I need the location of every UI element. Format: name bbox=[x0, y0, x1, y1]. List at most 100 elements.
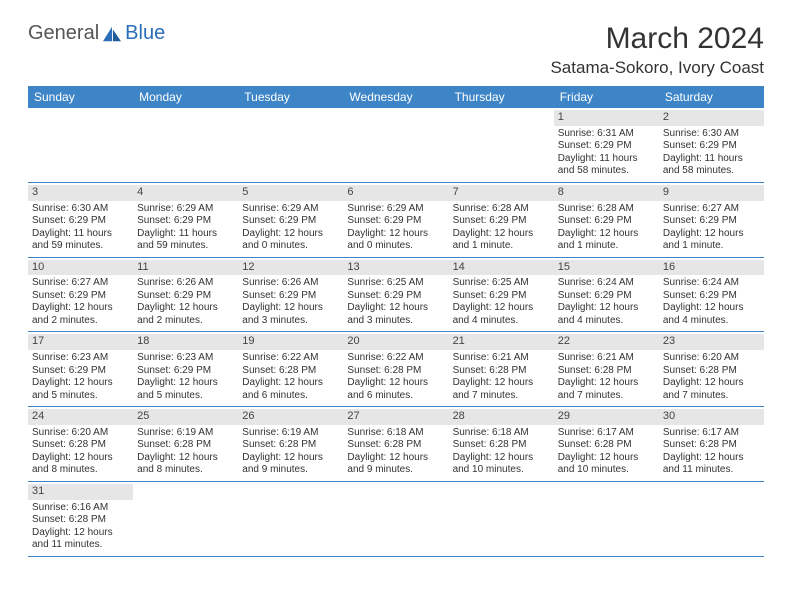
day-number: 3 bbox=[28, 185, 133, 201]
sunrise-text: Sunrise: 6:22 AM bbox=[242, 352, 339, 365]
day-number: 22 bbox=[554, 334, 659, 350]
day-number: 15 bbox=[554, 260, 659, 276]
weekday-header: Sunday bbox=[28, 86, 133, 108]
day-number: 6 bbox=[343, 185, 448, 201]
sunrise-text: Sunrise: 6:19 AM bbox=[137, 427, 234, 440]
sunrise-text: Sunrise: 6:26 AM bbox=[137, 277, 234, 290]
daylight-text: Daylight: 12 hours and 11 minutes. bbox=[32, 527, 129, 552]
calendar-day-cell: 16Sunrise: 6:24 AMSunset: 6:29 PMDayligh… bbox=[659, 257, 764, 332]
daylight-text: Daylight: 11 hours and 59 minutes. bbox=[32, 228, 129, 253]
daylight-text: Daylight: 12 hours and 0 minutes. bbox=[242, 228, 339, 253]
sunrise-text: Sunrise: 6:16 AM bbox=[32, 502, 129, 515]
sunset-text: Sunset: 6:29 PM bbox=[558, 290, 655, 303]
sunset-text: Sunset: 6:29 PM bbox=[453, 290, 550, 303]
calendar-day-cell: 3 Sunrise: 6:30 AMSunset: 6:29 PMDaylight… bbox=[28, 182, 133, 257]
calendar-day-cell: 15Sunrise: 6:24 AMSunset: 6:29 PMDayligh… bbox=[554, 257, 659, 332]
day-number: 16 bbox=[659, 260, 764, 276]
daylight-text: Daylight: 12 hours and 1 minute. bbox=[453, 228, 550, 253]
calendar-day-cell bbox=[343, 108, 448, 182]
day-number: 28 bbox=[449, 409, 554, 425]
sunset-text: Sunset: 6:29 PM bbox=[32, 215, 129, 228]
sunset-text: Sunset: 6:29 PM bbox=[663, 290, 760, 303]
sunset-text: Sunset: 6:28 PM bbox=[558, 439, 655, 452]
calendar-day-cell bbox=[28, 108, 133, 182]
sunset-text: Sunset: 6:29 PM bbox=[347, 290, 444, 303]
calendar-day-cell: 27Sunrise: 6:18 AMSunset: 6:28 PMDayligh… bbox=[343, 407, 448, 482]
calendar-day-cell: 6Sunrise: 6:29 AMSunset: 6:29 PMDaylight… bbox=[343, 182, 448, 257]
sunrise-text: Sunrise: 6:26 AM bbox=[242, 277, 339, 290]
calendar-day-cell: 28Sunrise: 6:18 AMSunset: 6:28 PMDayligh… bbox=[449, 407, 554, 482]
calendar-day-cell bbox=[343, 481, 448, 556]
day-number: 23 bbox=[659, 334, 764, 350]
weekday-header: Saturday bbox=[659, 86, 764, 108]
sunrise-text: Sunrise: 6:29 AM bbox=[347, 203, 444, 216]
daylight-text: Daylight: 12 hours and 3 minutes. bbox=[347, 302, 444, 327]
sunset-text: Sunset: 6:29 PM bbox=[137, 365, 234, 378]
sunset-text: Sunset: 6:28 PM bbox=[663, 365, 760, 378]
header: General Blue March 2024 Satama-Sokoro, I… bbox=[28, 22, 764, 78]
calendar-day-cell bbox=[238, 481, 343, 556]
calendar-day-cell: 2Sunrise: 6:30 AMSunset: 6:29 PMDaylight… bbox=[659, 108, 764, 182]
weekday-header: Wednesday bbox=[343, 86, 448, 108]
sunrise-text: Sunrise: 6:29 AM bbox=[242, 203, 339, 216]
sunset-text: Sunset: 6:28 PM bbox=[453, 365, 550, 378]
daylight-text: Daylight: 12 hours and 4 minutes. bbox=[663, 302, 760, 327]
calendar-day-cell: 11Sunrise: 6:26 AMSunset: 6:29 PMDayligh… bbox=[133, 257, 238, 332]
sunset-text: Sunset: 6:29 PM bbox=[558, 215, 655, 228]
day-number: 13 bbox=[343, 260, 448, 276]
daylight-text: Daylight: 11 hours and 59 minutes. bbox=[137, 228, 234, 253]
sunrise-text: Sunrise: 6:18 AM bbox=[347, 427, 444, 440]
calendar-day-cell: 20Sunrise: 6:22 AMSunset: 6:28 PMDayligh… bbox=[343, 332, 448, 407]
sunrise-text: Sunrise: 6:30 AM bbox=[663, 128, 760, 141]
daylight-text: Daylight: 12 hours and 11 minutes. bbox=[663, 452, 760, 477]
calendar-day-cell bbox=[133, 481, 238, 556]
calendar-day-cell: 7Sunrise: 6:28 AMSunset: 6:29 PMDaylight… bbox=[449, 182, 554, 257]
month-title: March 2024 bbox=[550, 22, 764, 56]
sunrise-text: Sunrise: 6:19 AM bbox=[242, 427, 339, 440]
daylight-text: Daylight: 12 hours and 9 minutes. bbox=[347, 452, 444, 477]
day-number: 12 bbox=[238, 260, 343, 276]
sunrise-text: Sunrise: 6:24 AM bbox=[663, 277, 760, 290]
daylight-text: Daylight: 12 hours and 6 minutes. bbox=[347, 377, 444, 402]
sunset-text: Sunset: 6:29 PM bbox=[663, 215, 760, 228]
calendar-week-row: 31Sunrise: 6:16 AMSunset: 6:28 PMDayligh… bbox=[28, 481, 764, 556]
calendar-week-row: 10Sunrise: 6:27 AMSunset: 6:29 PMDayligh… bbox=[28, 257, 764, 332]
day-number: 2 bbox=[659, 110, 764, 126]
sunset-text: Sunset: 6:29 PM bbox=[32, 365, 129, 378]
calendar-day-cell: 4Sunrise: 6:29 AMSunset: 6:29 PMDaylight… bbox=[133, 182, 238, 257]
daylight-text: Daylight: 12 hours and 5 minutes. bbox=[32, 377, 129, 402]
sunrise-text: Sunrise: 6:24 AM bbox=[558, 277, 655, 290]
calendar-day-cell: 23Sunrise: 6:20 AMSunset: 6:28 PMDayligh… bbox=[659, 332, 764, 407]
sunrise-text: Sunrise: 6:27 AM bbox=[663, 203, 760, 216]
daylight-text: Daylight: 12 hours and 7 minutes. bbox=[453, 377, 550, 402]
sunset-text: Sunset: 6:29 PM bbox=[242, 290, 339, 303]
sunrise-text: Sunrise: 6:22 AM bbox=[347, 352, 444, 365]
day-number: 8 bbox=[554, 185, 659, 201]
sunset-text: Sunset: 6:29 PM bbox=[453, 215, 550, 228]
sunrise-text: Sunrise: 6:20 AM bbox=[663, 352, 760, 365]
calendar-day-cell: 24Sunrise: 6:20 AMSunset: 6:28 PMDayligh… bbox=[28, 407, 133, 482]
calendar-week-row: 24Sunrise: 6:20 AMSunset: 6:28 PMDayligh… bbox=[28, 407, 764, 482]
calendar-day-cell: 1Sunrise: 6:31 AMSunset: 6:29 PMDaylight… bbox=[554, 108, 659, 182]
daylight-text: Daylight: 11 hours and 58 minutes. bbox=[663, 153, 760, 178]
weekday-header: Thursday bbox=[449, 86, 554, 108]
daylight-text: Daylight: 12 hours and 2 minutes. bbox=[32, 302, 129, 327]
calendar-week-row: 17Sunrise: 6:23 AMSunset: 6:29 PMDayligh… bbox=[28, 332, 764, 407]
daylight-text: Daylight: 12 hours and 1 minute. bbox=[558, 228, 655, 253]
sunset-text: Sunset: 6:28 PM bbox=[137, 439, 234, 452]
calendar-body: 1Sunrise: 6:31 AMSunset: 6:29 PMDaylight… bbox=[28, 108, 764, 556]
daylight-text: Daylight: 12 hours and 1 minute. bbox=[663, 228, 760, 253]
day-number: 4 bbox=[133, 185, 238, 201]
daylight-text: Daylight: 12 hours and 10 minutes. bbox=[558, 452, 655, 477]
sunset-text: Sunset: 6:29 PM bbox=[242, 215, 339, 228]
sunrise-text: Sunrise: 6:30 AM bbox=[32, 203, 129, 216]
sunrise-text: Sunrise: 6:21 AM bbox=[558, 352, 655, 365]
weekday-header: Tuesday bbox=[238, 86, 343, 108]
day-number: 5 bbox=[238, 185, 343, 201]
daylight-text: Daylight: 12 hours and 10 minutes. bbox=[453, 452, 550, 477]
sunset-text: Sunset: 6:28 PM bbox=[32, 439, 129, 452]
day-number: 14 bbox=[449, 260, 554, 276]
calendar-day-cell: 5 Sunrise: 6:29 AMSunset: 6:29 PMDaylight… bbox=[238, 182, 343, 257]
sunset-text: Sunset: 6:28 PM bbox=[32, 514, 129, 527]
weekday-header: Monday bbox=[133, 86, 238, 108]
